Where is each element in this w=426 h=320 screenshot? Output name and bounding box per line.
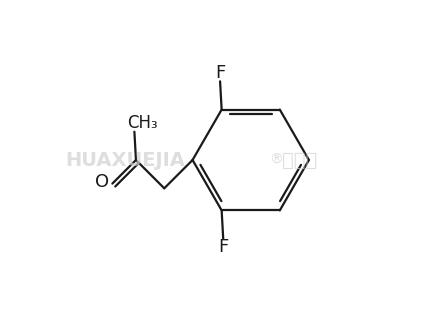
Text: 化学加: 化学加 [282, 150, 317, 170]
Text: CH₃: CH₃ [127, 114, 158, 132]
Text: F: F [215, 63, 225, 82]
Text: F: F [218, 238, 228, 257]
Text: HUAXUEJIA: HUAXUEJIA [65, 150, 185, 170]
Text: ®: ® [270, 153, 283, 167]
Text: O: O [95, 173, 109, 191]
